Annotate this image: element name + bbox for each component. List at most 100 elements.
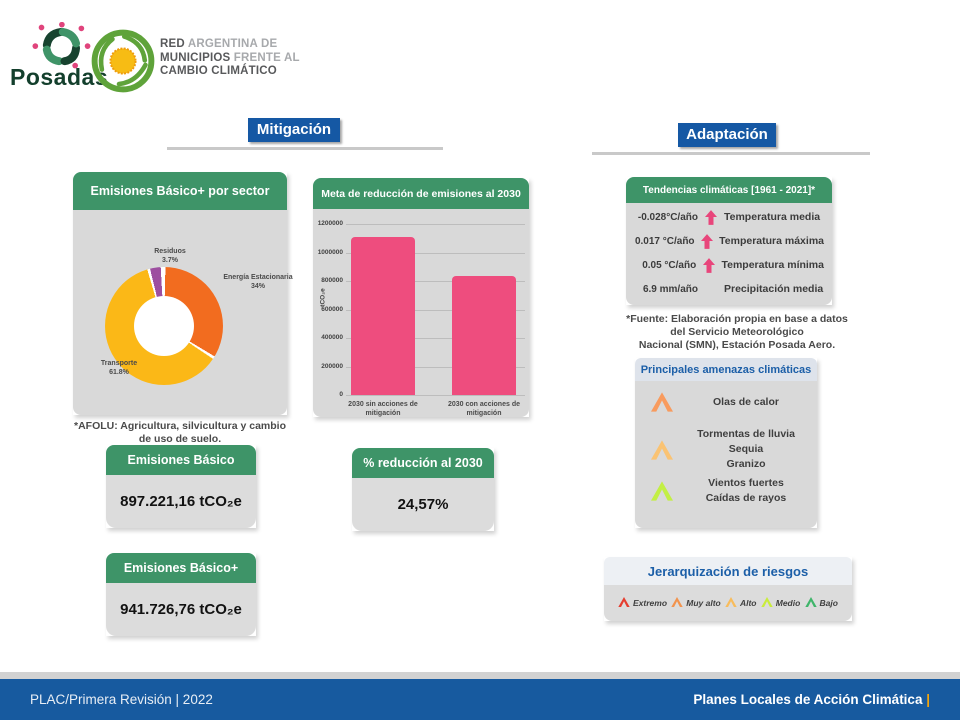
threat-group: Tormentas de lluvia Sequia Granizo [635,427,817,472]
threat-labels: Tormentas de lluvia Sequia Granizo [697,428,795,470]
risk-ranking-legend: Extremo Muy alto Alto Medio Bajo [604,585,852,621]
donut-chart [105,267,223,385]
posadas-logo-text: Posadas [10,64,109,90]
bar-0 [351,236,415,395]
trend-arrow-cell [698,209,724,225]
threat-level-icon [651,481,673,501]
section-title-mitigacion: Mitigación [248,118,340,142]
gridline [346,309,525,311]
y-tick-label: 1200000 [317,220,343,227]
reduccion-value: 24,57% [352,478,494,531]
climate-trends-card: Tendencias climáticas [1961 - 2021]* -0.… [626,177,832,305]
emissions-by-sector-card: Emisiones Básico+ por sector Residuos 3.… [73,172,293,415]
reduction-target-card: Meta de reducción de emisiones al 2030 t… [313,178,529,417]
x-tick-label: 2030 sin acciones de mitigación [348,401,418,417]
threat-labels: Olas de calor [713,395,779,408]
donut-label-transporte: Transporte 61.8% [100,360,138,376]
section-title-adaptacion: Adaptación [678,123,776,147]
divider-mitigacion [167,147,443,150]
risk-chevron [761,594,773,612]
ramcc-logo-icon [91,29,155,93]
climate-threats-card: Principales amenazas climáticas Olas de … [635,358,817,528]
threat-level-icon [651,439,673,460]
trend-up-icon [705,209,717,225]
risk-legend-item: Alto [725,594,757,612]
reduccion-card: % reducción al 2030 24,57% [352,448,494,531]
trend-up-icon [700,233,713,249]
trend-up-icon [702,257,715,273]
trend-value: 0.017 °C/año [634,235,695,247]
gridline [346,224,525,225]
footer: PLAC/Primera Revisión | 2022 Planes Loca… [0,679,960,720]
risk-level-icon [725,597,737,607]
threat-chevron [649,392,675,412]
donut-hole [134,296,194,356]
network-name-line2: MUNICIPIOS FRENTE AL [160,51,300,64]
emisiones-basico-plus-title: Emisiones Básico+ [106,553,256,583]
risk-legend-item: Bajo [804,594,838,612]
reduction-target-chart: tCO₂e 0 200000 400000 600000 800000 1000000 12… [313,209,529,417]
trend-arrow-cell [696,257,721,273]
trend-value: 0.05 °C/año [642,259,697,271]
threat-chevron [649,481,675,501]
footer-pipe: | [926,692,930,707]
posadas-flower-icon [32,22,91,69]
trend-value: 6.9 mm/año [642,283,698,295]
donut-label-residuos: Residuos 3.7% [154,248,186,264]
threat-chevron [649,439,675,460]
network-name-line3: CAMBIO CLIMÁTICO [160,65,277,77]
climate-trends-table: -0.028°C/año Temperatura media 0.017 °C/añ… [626,203,832,305]
risk-ranking-card: Jerarquización de riesgos Extremo Muy alt… [604,557,852,621]
y-tick-label: 400000 [321,334,343,341]
network-name: RED ARGENTINA DE MUNICIPIOS FRENTE AL CA… [160,38,300,79]
emissions-by-sector-title: Emisiones Básico+ por sector [73,172,287,210]
risk-level-icon [671,597,683,607]
risk-chevron [671,594,683,612]
risk-legend-label: Medio [775,598,801,608]
trend-arrow-cell [695,233,720,249]
risk-ranking-title: Jerarquización de riesgos [604,557,852,585]
trend-label: Precipitación media [724,283,824,295]
reduccion-title: % reducción al 2030 [352,448,494,478]
reduction-target-title: Meta de reducción de emisiones al 2030 [313,178,529,209]
trend-label: Temperatura mínima [721,259,824,271]
trend-label: Temperatura media [724,211,821,223]
risk-legend-label: Extremo [633,598,668,608]
gridline [346,366,525,368]
trend-row: 6.9 mm/año Precipitación media [626,277,832,301]
climate-threats-title: Principales amenazas climáticas [635,358,817,381]
trend-row: -0.028°C/año Temperatura media [626,205,832,229]
risk-level-icon [761,597,773,607]
footer-accent-strip [0,672,960,679]
climate-threats-list: Olas de calor Tormentas de lluvia Sequia … [635,381,817,528]
risk-legend-label: Bajo [819,598,838,608]
donut-label-energia-estacionaria: Energía Estacionaria 34% [223,274,293,290]
risk-legend-item: Muy alto [671,594,721,612]
emisiones-basico-value: 897.221,16 tCO₂e [106,475,256,528]
y-tick-label: 1000000 [317,248,343,256]
trend-label: Temperatura máxima [719,235,824,247]
x-tick-label: 2030 con acciones de mitigación [448,401,520,417]
threat-group: Vientos fuertes Caídas de rayos [635,476,817,506]
risk-level-icon [618,597,630,607]
y-tick-label: 200000 [321,362,343,370]
bar-plot-area: 0 200000 400000 600000 800000 1000000 1200000 2… [318,220,525,417]
trend-row: 0.017 °C/año Temperatura máxima [626,229,832,253]
fuente-footnote: *Fuente: Elaboración propia en base a da… [626,313,848,351]
divider-adaptacion [592,152,870,155]
threat-group: Olas de calor [635,392,817,412]
trend-row: 0.05 °C/año Temperatura mínima [626,253,832,277]
footer-right-text: Planes Locales de Acción Climática | [693,692,930,707]
footer-left-text: PLAC/Primera Revisión | 2022 [30,692,213,707]
network-name-line1: RED ARGENTINA DE [160,38,278,50]
risk-chevron [804,594,817,612]
trend-value: -0.028°C/año [637,211,698,223]
risk-chevron [725,594,737,612]
threat-labels: Vientos fuertes Caídas de rayos [705,477,787,504]
y-tick-label: 600000 [321,305,343,313]
threat-level-icon [651,392,673,412]
risk-legend-item: Medio [761,594,801,612]
emisiones-basico-card: Emisiones Básico 897.221,16 tCO₂e [106,445,256,528]
gridline [346,395,525,396]
